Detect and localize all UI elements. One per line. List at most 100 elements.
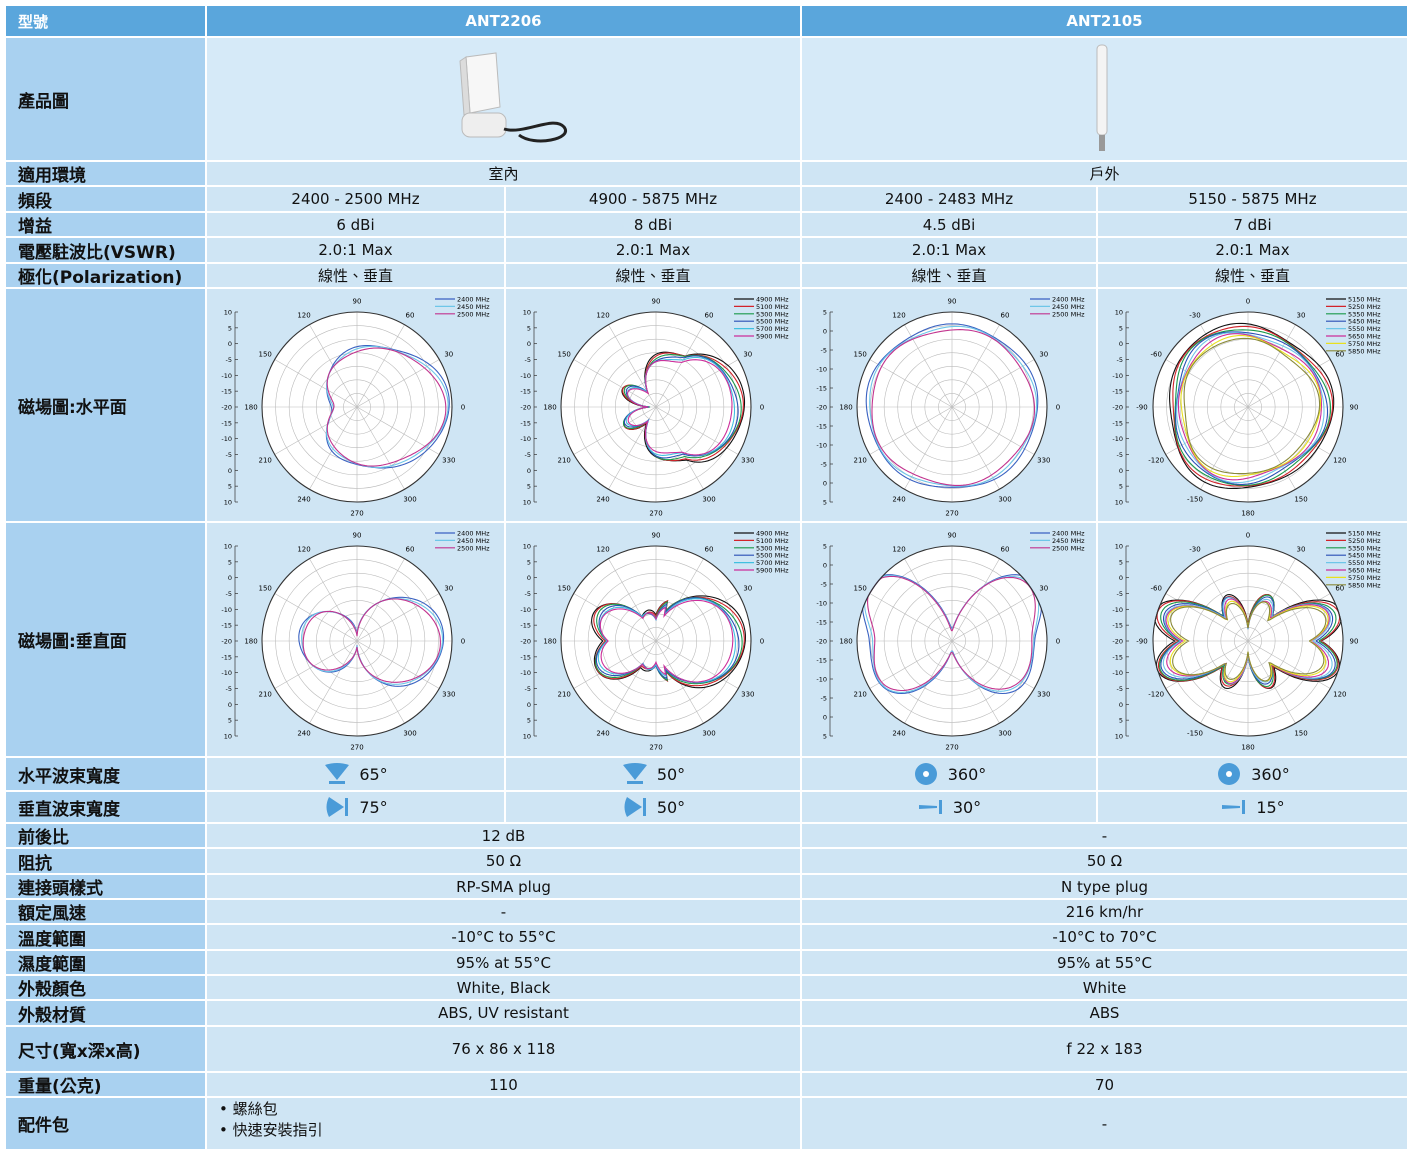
angle-label: 210 — [558, 691, 571, 699]
spec-cell: 110 — [207, 1073, 800, 1096]
radial-label: 10 — [1115, 733, 1123, 741]
radial-label: 5 — [1119, 483, 1123, 491]
icon-wedge — [622, 763, 647, 780]
spec-value: ABS, UV resistant — [438, 1004, 569, 1022]
row-label-text: 適用環境 — [18, 166, 86, 186]
angle-label: 210 — [259, 457, 272, 465]
row-label-text: 連接頭樣式 — [18, 879, 103, 899]
polar-cell: 90 60 30 0 330 300 270 240 210 180 150 120 10 5 0 -5 -10… — [506, 289, 800, 521]
radial-label: 5 — [228, 717, 232, 725]
angle-label: 300 — [403, 729, 416, 737]
polar-plot: 90603003303002702402101801501201050-5-10… — [221, 530, 490, 752]
radial-label: -10 — [1112, 435, 1123, 443]
radial-label: -5 — [525, 685, 531, 693]
legend-label: 2400 MHz — [1052, 530, 1085, 538]
radial-label: 0 — [527, 467, 531, 475]
radial-label: 0 — [1119, 574, 1123, 582]
angle-label: 30 — [743, 585, 752, 593]
grid-spoke — [655, 640, 739, 689]
row-label: 額定風速 — [6, 900, 205, 924]
angle-label: 150 — [259, 585, 272, 593]
beam-value: 360° — [947, 764, 987, 784]
angle-label: 120 — [892, 546, 905, 554]
angle-label: 90 — [948, 298, 957, 306]
polar-cell: 90 60 30 0 330 300 270 240 210 180 150 120 10 5 0 -5 -10… — [207, 289, 504, 521]
plot-border — [1152, 545, 1344, 737]
radial-label: -10 — [520, 435, 531, 443]
angle-label: 180 — [839, 404, 852, 412]
spec-value: 216 km/hr — [1065, 902, 1144, 921]
radial-label: 5 — [1119, 558, 1123, 566]
pattern-curve — [1170, 601, 1327, 682]
beam-value: 65° — [359, 764, 388, 784]
spec-value: 70 — [1094, 1075, 1115, 1094]
spec-value: 線性、垂直 — [1214, 267, 1290, 285]
spec-cell: 4900 - 5875 MHz — [506, 187, 800, 211]
angle-label: 60 — [1335, 585, 1344, 593]
legend-label: 5450 MHz — [1348, 318, 1381, 326]
row-label-text: 重量(公克) — [18, 1077, 102, 1097]
legend-label: 2400 MHz — [457, 296, 490, 304]
row-label-text: 頻段 — [18, 191, 52, 212]
radial-label: -10 — [221, 606, 232, 614]
angle-label: 240 — [596, 495, 609, 503]
angle-label: 240 — [297, 729, 310, 737]
icon-dot — [1226, 771, 1233, 777]
spec-value: -10°C to 70°C — [1052, 928, 1157, 946]
angle-label: 150 — [854, 585, 867, 593]
beam-icon — [624, 797, 646, 817]
angle-label: 240 — [596, 729, 609, 737]
grid-spoke — [655, 558, 704, 642]
spec-value: ABS — [1089, 1004, 1120, 1022]
beam-icon — [918, 800, 942, 814]
angle-label: 270 — [945, 744, 958, 752]
row-label: 濕度範圍 — [6, 951, 205, 975]
grid-spoke — [1200, 324, 1249, 408]
angle-label: 180 — [839, 638, 852, 646]
radial-label: -15 — [221, 388, 232, 396]
beam-cell: 50° — [506, 758, 800, 790]
spec-cell: RP-SMA plug — [207, 875, 800, 898]
angle-label: 300 — [998, 729, 1011, 737]
row-label-text: 溫度範圍 — [18, 929, 86, 950]
radial-label: 10 — [523, 733, 531, 741]
spec-value: RP-SMA plug — [456, 877, 551, 896]
antenna-base — [461, 112, 506, 138]
pattern-curve — [599, 599, 734, 683]
spec-cell: - — [802, 824, 1407, 847]
legend-label: 5850 MHz — [1348, 581, 1381, 589]
radial-label: -20 — [1112, 404, 1123, 412]
radial-label: -5 — [226, 356, 232, 364]
angle-label: 210 — [854, 691, 867, 699]
radial-label: -15 — [221, 419, 232, 427]
pattern-curve — [302, 598, 441, 683]
grid-spoke — [309, 640, 358, 724]
legend-label: 2400 MHz — [1052, 296, 1085, 304]
radial-label: 5 — [527, 324, 531, 332]
legend-label: 5500 MHz — [756, 318, 789, 326]
grid-spoke — [356, 406, 440, 455]
grid-spoke — [608, 558, 657, 642]
radial-label: -20 — [816, 404, 827, 412]
spec-cell: ABS, UV resistant — [207, 1001, 800, 1025]
angle-label: 270 — [350, 744, 363, 752]
pattern-curve — [626, 359, 733, 456]
spec-cell: 2.0:1 Max — [207, 238, 504, 262]
angle-label: 120 — [1333, 457, 1346, 465]
polar-plot: 0306090120150180-150-120-90-60-301050-5-… — [1112, 530, 1381, 752]
spec-cell: 70 — [802, 1073, 1407, 1096]
beam-cell: 30° — [802, 792, 1096, 822]
radial-label: -10 — [1112, 606, 1123, 614]
angle-label: 60 — [1001, 546, 1010, 554]
grid-spoke — [869, 359, 953, 408]
radial-label: -10 — [816, 676, 827, 684]
radial-label: -20 — [520, 638, 531, 646]
spec-cell: 50 Ω — [207, 849, 800, 873]
angle-label: 150 — [558, 585, 571, 593]
angle-label: 60 — [705, 546, 714, 554]
radial-label: -15 — [1112, 653, 1123, 661]
angle-label: -60 — [1150, 351, 1161, 359]
row-label: 磁場圖:垂直面 — [6, 523, 205, 756]
angle-label: 150 — [259, 351, 272, 359]
row-label-text: 磁場圖:垂直面 — [18, 632, 127, 652]
